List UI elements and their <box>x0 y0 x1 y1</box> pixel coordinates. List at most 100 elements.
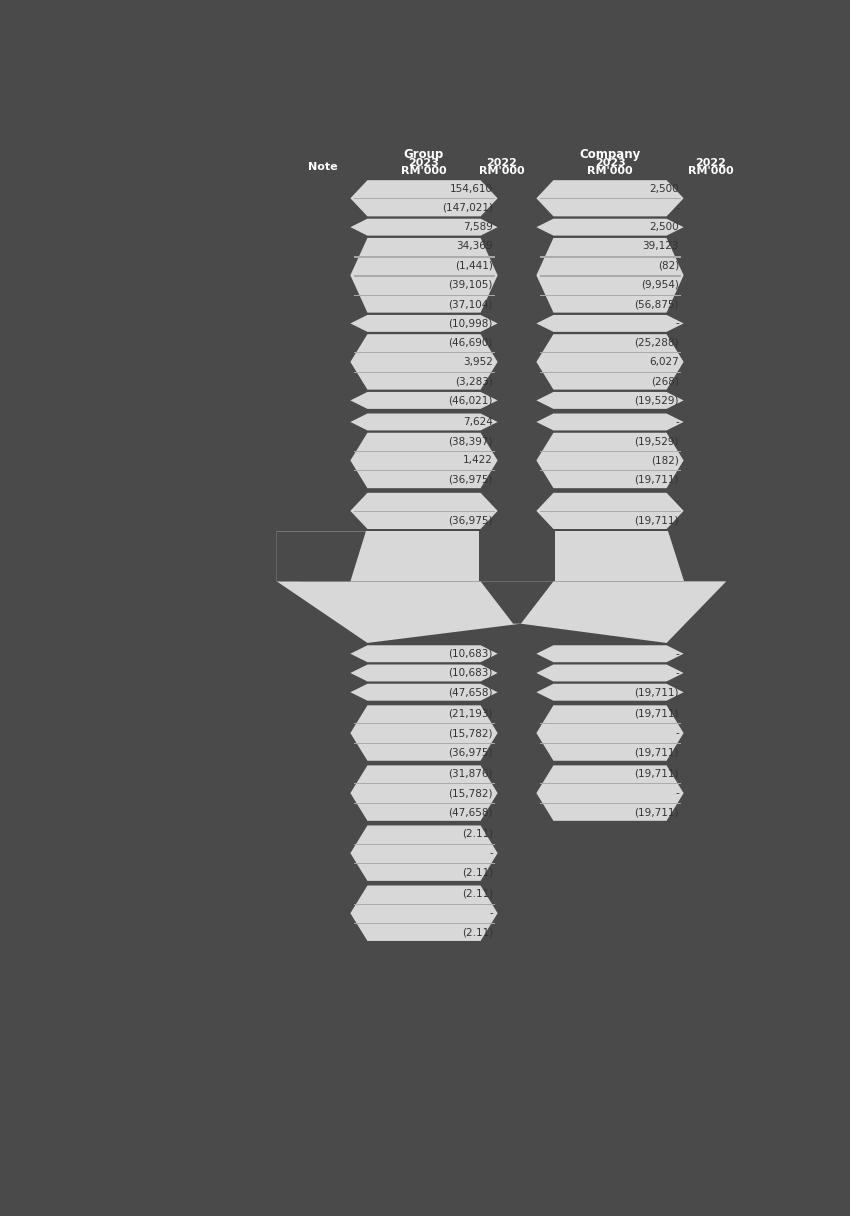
Polygon shape <box>350 646 497 663</box>
Polygon shape <box>480 581 553 624</box>
Polygon shape <box>350 492 497 529</box>
Text: Group: Group <box>404 148 444 161</box>
Text: -: - <box>490 908 493 918</box>
Text: (2.11): (2.11) <box>462 829 493 839</box>
Text: -: - <box>675 417 679 427</box>
Text: 2023: 2023 <box>595 158 626 168</box>
Polygon shape <box>350 180 497 216</box>
Polygon shape <box>350 433 497 488</box>
Text: (19,711): (19,711) <box>634 516 679 525</box>
Text: 2022: 2022 <box>486 158 517 168</box>
Text: RM'000: RM'000 <box>688 165 734 175</box>
Text: (1,441): (1,441) <box>455 260 493 271</box>
Polygon shape <box>277 531 726 581</box>
Text: (10,683): (10,683) <box>449 668 493 679</box>
Polygon shape <box>536 334 683 389</box>
Polygon shape <box>350 705 497 761</box>
Polygon shape <box>536 315 683 332</box>
Text: (15,782): (15,782) <box>449 788 493 798</box>
Text: (2.11): (2.11) <box>462 889 493 899</box>
Polygon shape <box>277 531 726 581</box>
Text: (47,658): (47,658) <box>449 807 493 817</box>
Text: -: - <box>675 728 679 738</box>
Text: (268): (268) <box>651 376 679 387</box>
Text: (2.11): (2.11) <box>462 928 493 938</box>
Text: 2,500: 2,500 <box>649 223 679 232</box>
Text: (10,998): (10,998) <box>449 319 493 328</box>
Polygon shape <box>536 765 683 821</box>
Text: -: - <box>490 496 493 506</box>
Text: (36,975): (36,975) <box>449 516 493 525</box>
Text: -: - <box>675 788 679 798</box>
Polygon shape <box>277 531 367 581</box>
Text: (46,690): (46,690) <box>449 338 493 348</box>
Polygon shape <box>536 683 683 700</box>
Text: Note: Note <box>309 163 338 173</box>
Text: (3,283): (3,283) <box>455 376 493 387</box>
Polygon shape <box>536 180 683 216</box>
Text: (37,104): (37,104) <box>449 299 493 309</box>
Polygon shape <box>536 238 683 313</box>
Polygon shape <box>536 705 683 761</box>
Text: 154,610: 154,610 <box>450 184 493 193</box>
Text: 6,027: 6,027 <box>649 358 679 367</box>
Polygon shape <box>536 492 683 529</box>
Text: (19,711): (19,711) <box>634 474 679 485</box>
Text: (9,954): (9,954) <box>641 280 679 289</box>
Text: 3,952: 3,952 <box>463 358 493 367</box>
Text: 2,500: 2,500 <box>649 184 679 193</box>
Text: (19,711): (19,711) <box>634 748 679 758</box>
Text: 39,123: 39,123 <box>643 242 679 252</box>
Polygon shape <box>536 433 683 488</box>
Text: -: - <box>675 648 679 659</box>
Polygon shape <box>350 413 497 430</box>
Polygon shape <box>350 392 497 409</box>
Text: (19,529): (19,529) <box>634 437 679 446</box>
Text: (39,105): (39,105) <box>449 280 493 289</box>
Text: (10,683): (10,683) <box>449 648 493 659</box>
Text: 7,624: 7,624 <box>463 417 493 427</box>
Text: (15,782): (15,782) <box>449 728 493 738</box>
Polygon shape <box>350 765 497 821</box>
Polygon shape <box>484 531 550 562</box>
Text: (31,876): (31,876) <box>449 769 493 779</box>
Text: 1,422: 1,422 <box>463 456 493 466</box>
Polygon shape <box>536 664 683 681</box>
Text: (46,021): (46,021) <box>449 395 493 405</box>
Polygon shape <box>350 238 497 313</box>
Text: (19,711): (19,711) <box>634 769 679 779</box>
Text: -: - <box>675 319 679 328</box>
Polygon shape <box>668 531 726 581</box>
Text: 2022: 2022 <box>695 158 726 168</box>
Text: RM'000: RM'000 <box>587 165 632 175</box>
Text: (47,658): (47,658) <box>449 687 493 697</box>
Text: (19,711): (19,711) <box>634 687 679 697</box>
Text: 34,369: 34,369 <box>456 242 493 252</box>
Polygon shape <box>536 219 683 236</box>
Text: RM'000: RM'000 <box>479 165 524 175</box>
Text: (56,875): (56,875) <box>634 299 679 309</box>
Polygon shape <box>350 683 497 700</box>
Polygon shape <box>479 531 555 581</box>
Text: (19,711): (19,711) <box>634 709 679 719</box>
Polygon shape <box>350 315 497 332</box>
Polygon shape <box>536 646 683 663</box>
Text: 7,589: 7,589 <box>463 223 493 232</box>
Polygon shape <box>350 664 497 681</box>
Text: (182): (182) <box>651 456 679 466</box>
Polygon shape <box>277 531 366 581</box>
Text: (82): (82) <box>658 260 679 271</box>
Text: (36,975): (36,975) <box>449 748 493 758</box>
Text: (2.11): (2.11) <box>462 867 493 878</box>
Polygon shape <box>350 885 497 941</box>
Polygon shape <box>277 581 726 643</box>
Polygon shape <box>350 826 497 880</box>
Text: (36,975): (36,975) <box>449 474 493 485</box>
Polygon shape <box>350 219 497 236</box>
Text: (147,021): (147,021) <box>442 203 493 213</box>
Text: -: - <box>490 849 493 858</box>
Text: 2023: 2023 <box>409 158 439 168</box>
Polygon shape <box>350 334 497 389</box>
Text: (21,193): (21,193) <box>449 709 493 719</box>
Text: -: - <box>675 668 679 679</box>
